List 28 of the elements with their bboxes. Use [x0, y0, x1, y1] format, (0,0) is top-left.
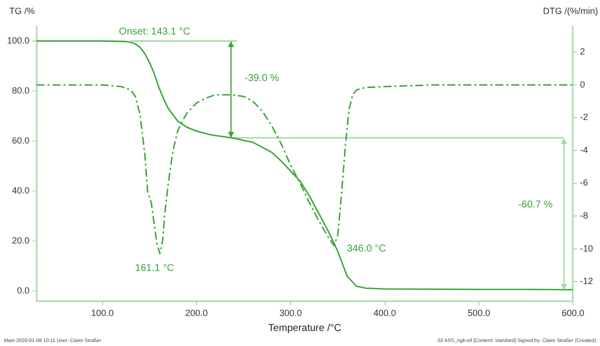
annotation: 161.1 °C [135, 262, 174, 274]
y2-tick-label: 0 [580, 79, 586, 90]
x-tick-label: 600.0 [562, 308, 584, 318]
annotation: Onset: 143.1 °C [118, 26, 190, 38]
annotation: -39.0 % [244, 73, 280, 84]
y-tick-label: 20.0 [12, 236, 30, 246]
y-tick-label: 0.0 [17, 286, 30, 296]
annotation: 346.0 °C [346, 244, 386, 255]
y2-tick-label: -2 [580, 112, 588, 122]
annotation: -60.7 % [518, 200, 553, 211]
x-tick-label: 500.0 [468, 308, 490, 318]
x-axis-title: Temperature /°C [268, 322, 342, 334]
x-tick-label: 200.0 [185, 308, 208, 318]
y2-tick-label: -8 [580, 210, 588, 221]
y2-tick-label: 2 [580, 46, 586, 57]
y-tick-label: 100.0 [6, 35, 30, 46]
y2-tick-label: -4 [580, 144, 588, 155]
y-tick-label: 80.0 [12, 86, 30, 96]
y-tick-label: 60.0 [12, 136, 30, 146]
x-tick-label: 300.0 [279, 308, 302, 318]
y2-tick-label: -6 [580, 178, 588, 188]
y2-axis-title: DTG /(%/min) [543, 6, 598, 16]
y-axis-title: TG /% [9, 6, 35, 16]
y-tick-label: 40.0 [12, 186, 30, 196]
x-tick-label: 100.0 [91, 308, 114, 318]
x-tick-label: 400.0 [373, 308, 396, 318]
y2-tick-label: -10 [580, 243, 594, 254]
y2-tick-label: -12 [580, 276, 594, 286]
